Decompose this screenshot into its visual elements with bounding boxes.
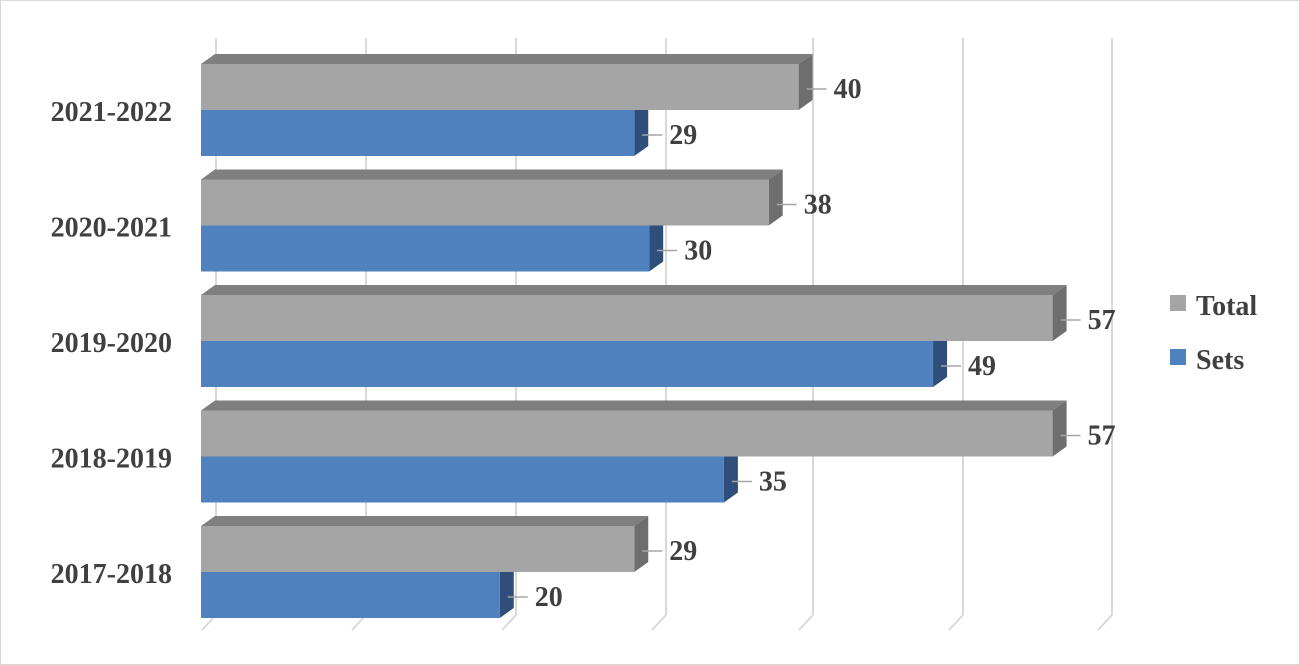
bar <box>201 225 650 272</box>
bar-top-face <box>201 169 783 180</box>
bar <box>201 341 934 387</box>
gridline-floor <box>948 614 964 631</box>
category-labels: 2021-2022 2020-2021 2019-2020 2018-2019 2017… <box>51 97 172 590</box>
legend-label: Sets <box>1196 345 1244 376</box>
data-label: 29 <box>669 536 697 567</box>
data-label: 49 <box>968 351 996 382</box>
bar <box>201 456 724 503</box>
gridline-floor <box>651 614 667 631</box>
bar-top-face <box>201 516 649 526</box>
gridline-floor <box>1097 614 1113 631</box>
bar <box>201 410 1053 457</box>
data-label: 57 <box>1088 421 1116 452</box>
category-label: 2020-2021 <box>51 213 172 244</box>
bar-side-face <box>1052 285 1067 341</box>
data-label: 40 <box>834 74 862 105</box>
bar-side-face <box>768 169 783 226</box>
bar-side-face <box>933 341 948 387</box>
data-labels: 40 29 38 30 57 49 57 35 29 20 <box>507 74 1116 613</box>
bar <box>201 526 635 572</box>
bar-side-face <box>1052 400 1067 457</box>
bar-top-face <box>201 54 813 64</box>
category-label: 2021-2022 <box>51 97 172 128</box>
bar-side-face <box>499 572 514 618</box>
bar-top-face <box>201 285 1067 295</box>
data-label: 57 <box>1088 305 1116 336</box>
bar <box>201 110 635 156</box>
data-label: 29 <box>669 120 697 151</box>
legend-swatch <box>1170 295 1186 311</box>
data-label: 35 <box>759 467 787 498</box>
bar-side-face <box>649 225 664 272</box>
data-label: 38 <box>804 190 832 221</box>
bar-top-face <box>201 400 1067 411</box>
data-label: 30 <box>684 236 712 267</box>
bar <box>201 295 1053 341</box>
bars <box>201 54 1067 618</box>
bar <box>201 64 799 110</box>
category-label: 2018-2019 <box>51 444 172 475</box>
bar-side-face <box>634 110 649 156</box>
gridline-floor <box>501 614 517 631</box>
legend: Total Sets <box>1170 291 1257 376</box>
bar-side-face <box>634 516 649 572</box>
gridline-floor <box>798 614 814 631</box>
bar-side-face <box>723 456 738 503</box>
bar <box>201 572 500 618</box>
data-label: 20 <box>535 582 563 613</box>
legend-label: Total <box>1196 291 1257 322</box>
bar <box>201 179 769 226</box>
category-label: 2019-2020 <box>51 328 172 359</box>
bar-side-face <box>798 54 813 110</box>
category-label: 2017-2018 <box>51 559 172 590</box>
legend-swatch <box>1170 349 1186 365</box>
